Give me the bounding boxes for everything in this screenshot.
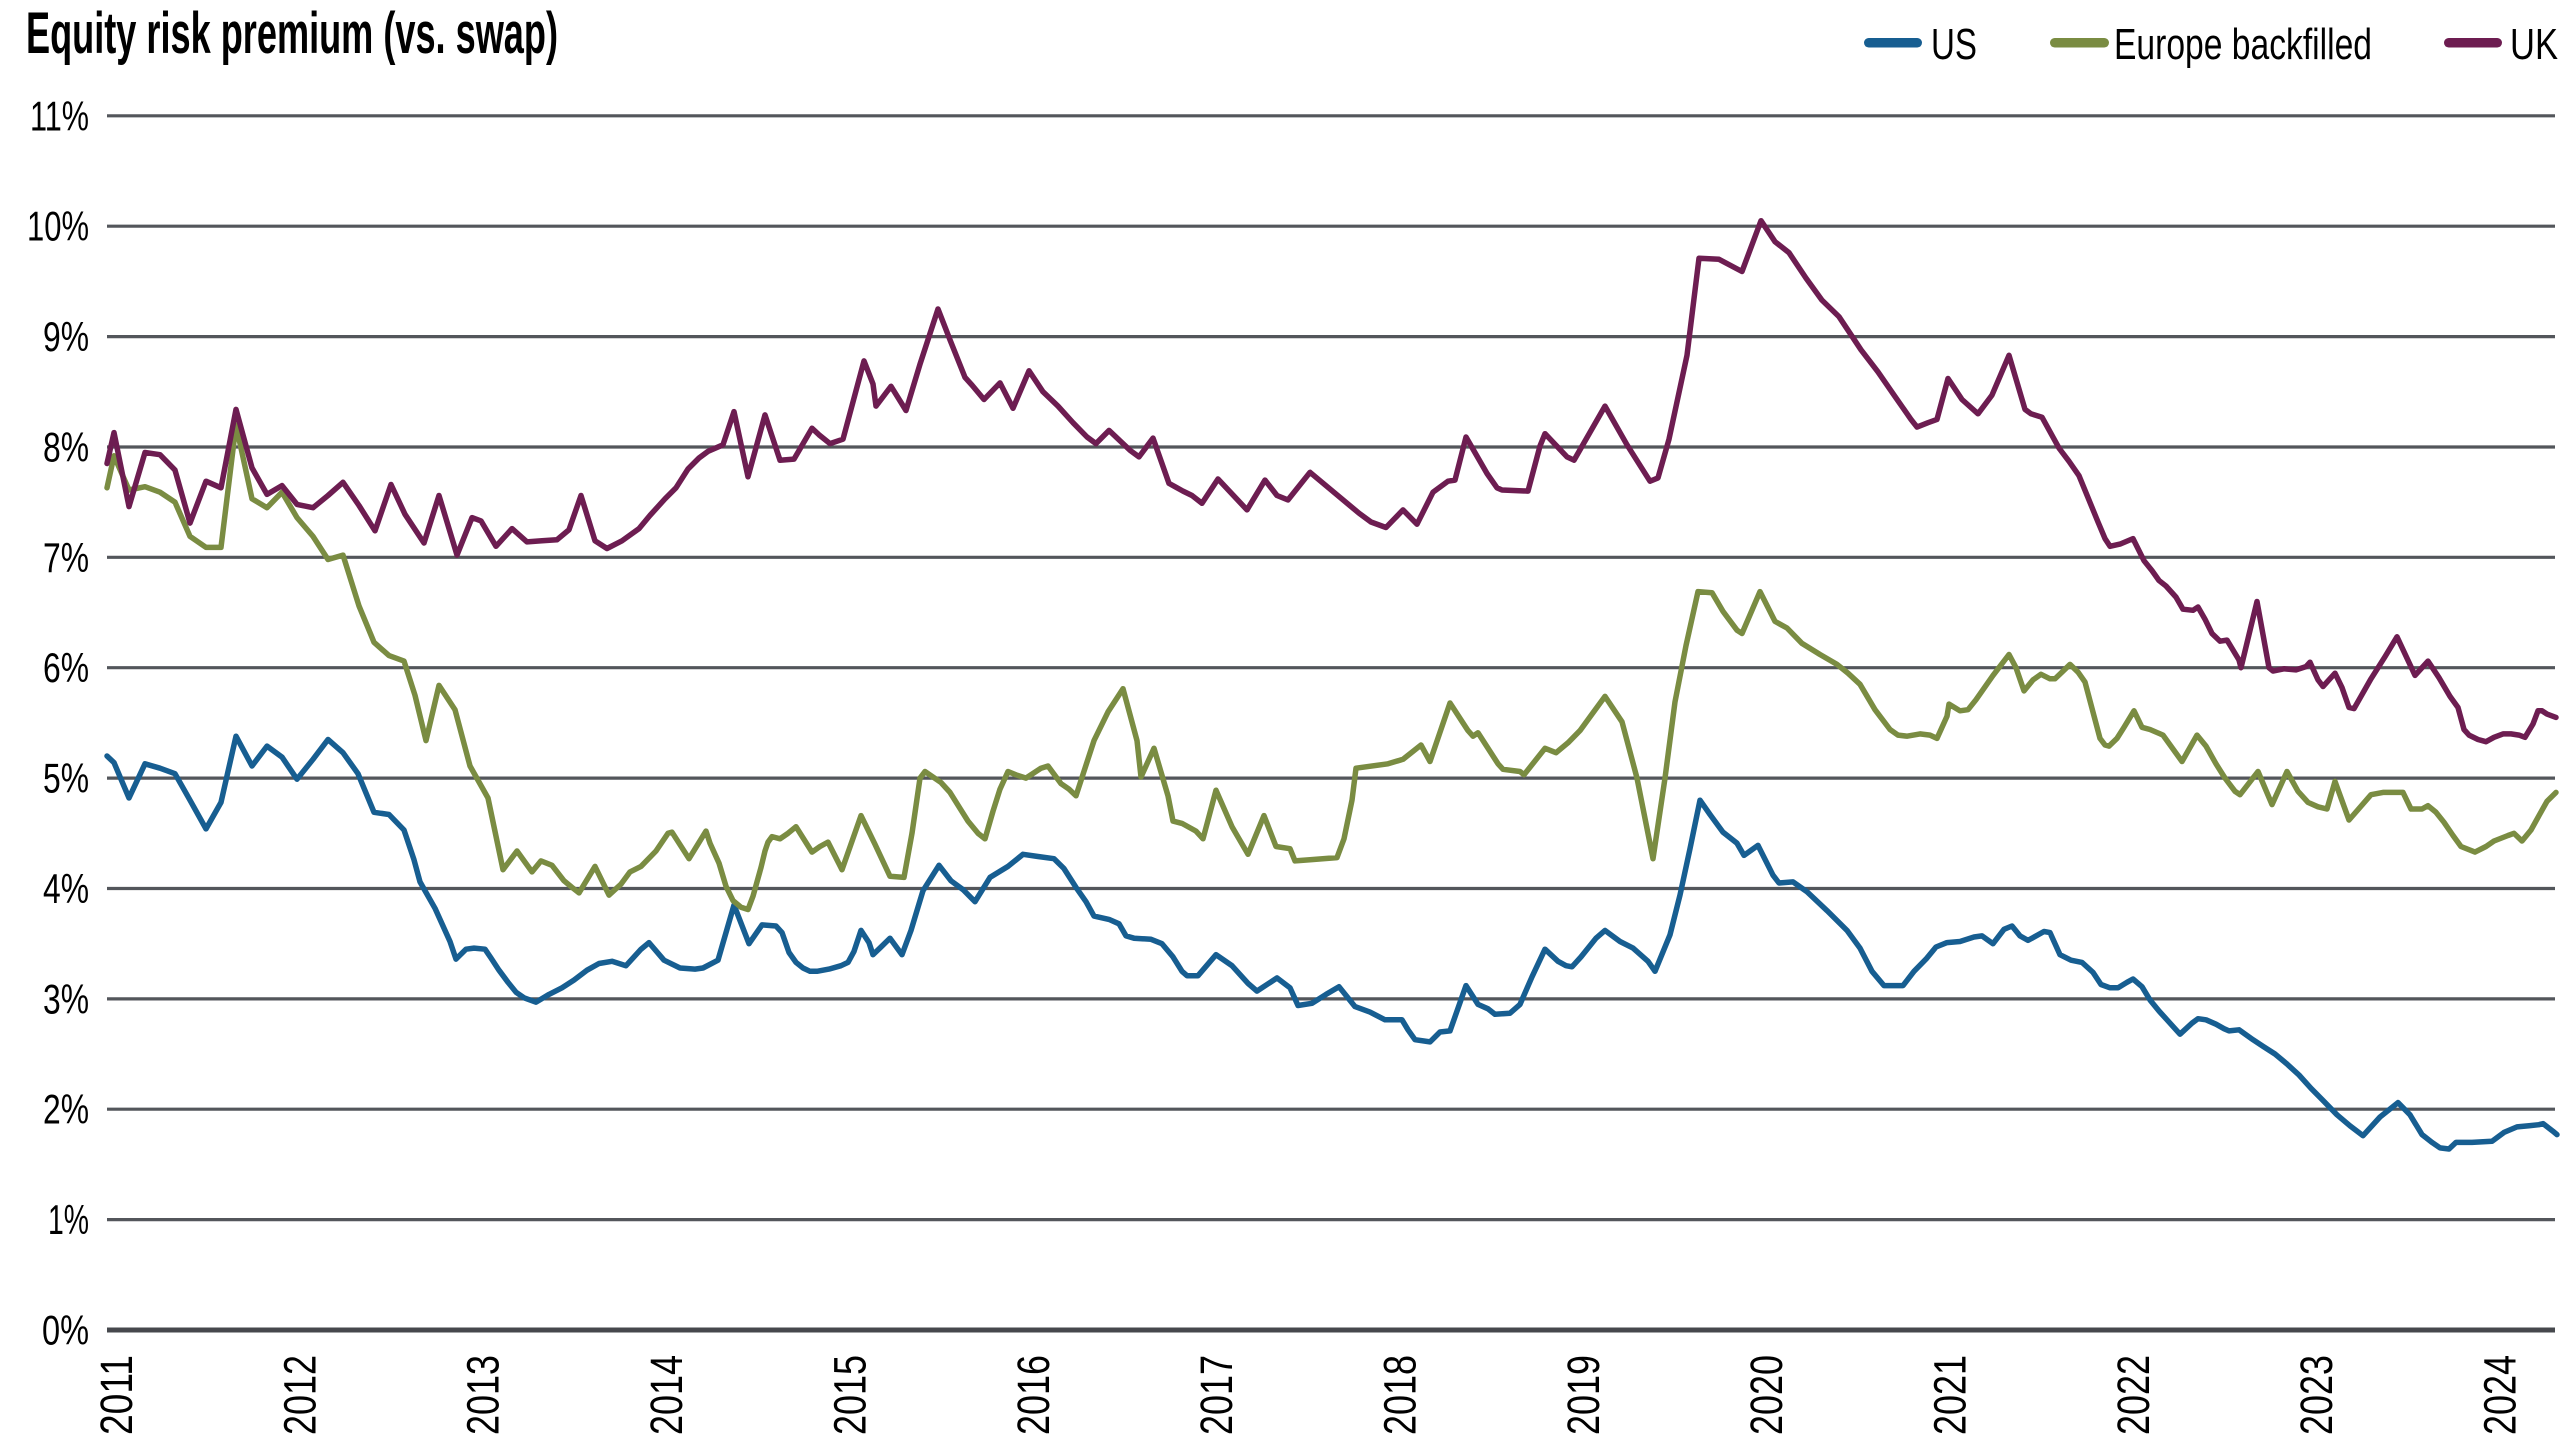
- svg-text:2024: 2024: [2475, 1355, 2526, 1435]
- svg-text:2020: 2020: [1741, 1355, 1792, 1435]
- svg-text:9%: 9%: [43, 313, 89, 360]
- svg-text:4%: 4%: [43, 865, 89, 912]
- svg-text:0%: 0%: [42, 1307, 89, 1354]
- svg-text:2014: 2014: [641, 1355, 692, 1435]
- svg-text:2015: 2015: [824, 1355, 875, 1435]
- svg-text:2%: 2%: [43, 1086, 89, 1133]
- svg-text:8%: 8%: [43, 424, 89, 471]
- svg-text:Equity risk premium (vs. swap): Equity risk premium (vs. swap): [26, 1, 558, 66]
- svg-text:10%: 10%: [27, 203, 89, 250]
- svg-text:2018: 2018: [1375, 1355, 1426, 1435]
- svg-text:2013: 2013: [458, 1355, 509, 1435]
- svg-text:2021: 2021: [1925, 1355, 1976, 1435]
- svg-text:2023: 2023: [2291, 1355, 2342, 1435]
- svg-text:2022: 2022: [2108, 1355, 2159, 1435]
- svg-text:2019: 2019: [1558, 1355, 1609, 1435]
- svg-text:UK: UK: [2510, 20, 2558, 69]
- svg-text:7%: 7%: [43, 534, 89, 581]
- svg-text:2011: 2011: [91, 1355, 142, 1435]
- svg-text:2017: 2017: [1191, 1355, 1242, 1435]
- svg-text:US: US: [1931, 20, 1977, 69]
- svg-text:1%: 1%: [48, 1196, 89, 1243]
- svg-text:6%: 6%: [43, 644, 89, 691]
- svg-text:5%: 5%: [43, 755, 89, 802]
- svg-text:3%: 3%: [43, 975, 89, 1022]
- svg-text:2012: 2012: [274, 1355, 325, 1435]
- svg-text:2016: 2016: [1008, 1355, 1059, 1435]
- svg-text:11%: 11%: [30, 92, 89, 139]
- svg-text:Europe backfilled: Europe backfilled: [2114, 20, 2372, 69]
